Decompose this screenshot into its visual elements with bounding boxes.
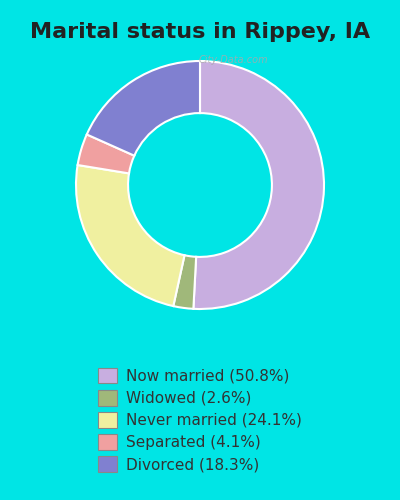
Wedge shape <box>76 165 184 306</box>
Text: Marital status in Rippey, IA: Marital status in Rippey, IA <box>30 22 370 42</box>
Wedge shape <box>87 61 200 156</box>
Wedge shape <box>173 255 196 309</box>
Wedge shape <box>78 134 134 173</box>
Wedge shape <box>193 61 324 309</box>
Text: City-Data.com: City-Data.com <box>198 55 268 65</box>
Legend: Now married (50.8%), Widowed (2.6%), Never married (24.1%), Separated (4.1%), Di: Now married (50.8%), Widowed (2.6%), Nev… <box>98 368 302 472</box>
